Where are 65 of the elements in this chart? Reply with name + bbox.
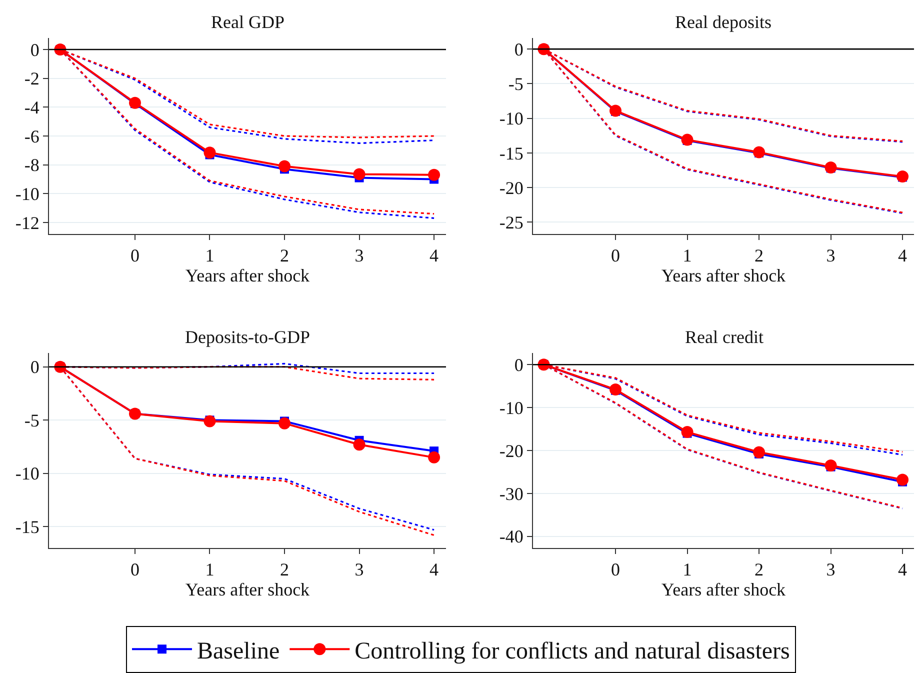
x-tick-label: 2 [754,246,764,266]
x-tick-label: 2 [280,246,290,266]
chart-title: Deposits-to-GDP [185,327,310,347]
y-tick-label: -40 [499,526,524,547]
x-tick-label: 1 [682,246,692,266]
legend-label: Baseline [197,638,280,664]
y-tick-label: -20 [499,178,524,198]
y-tick-label: -10 [15,464,40,484]
y-tick-label: -15 [499,143,524,164]
x-tick-label: 1 [205,560,214,580]
point [824,460,837,472]
point [353,168,366,180]
point [278,160,291,172]
chart-title: Real credit [685,327,764,347]
x-tick-label: 3 [354,246,364,266]
y-tick-label: 0 [30,40,40,60]
y-tick-label: -10 [15,184,40,204]
x-tick-label: 4 [898,246,908,266]
x-tick-label: 2 [280,560,290,580]
y-tick-label: -30 [499,484,524,504]
x-axis-title: Years after shock [185,266,310,286]
x-axis-title: Years after shock [661,266,786,286]
x-tick-label: 2 [754,560,764,580]
point [681,426,694,438]
y-tick-label: -20 [499,440,524,461]
y-tick-label: -5 [24,410,40,430]
y-tick-label: -10 [499,398,524,418]
y-tick-label: -5 [508,74,524,94]
y-tick-label: 0 [30,357,40,378]
point [681,134,694,146]
point [428,451,440,464]
x-tick-label: 0 [130,560,140,580]
legend-label: Controlling for conflicts and natural disasters [354,638,790,664]
x-tick-label: 0 [611,560,620,580]
x-tick-label: 0 [130,246,140,266]
x-tick-label: 3 [826,246,836,266]
x-tick-label: 0 [611,246,620,266]
y-tick-label: -8 [24,155,40,176]
y-tick-label: 0 [514,39,524,60]
y-tick-label: -10 [499,108,524,129]
y-tick-label: -2 [24,68,40,89]
x-tick-label: 3 [354,560,364,580]
point [128,96,141,109]
y-tick-label: -15 [15,516,40,537]
point [204,415,216,428]
chart-title: Real deposits [675,12,772,32]
x-axis-title: Years after shock [185,580,310,600]
x-tick-label: 1 [205,246,214,266]
x-tick-label: 3 [826,560,836,580]
x-tick-label: 4 [898,560,908,580]
x-tick-label: 4 [430,560,439,580]
point [278,417,291,430]
x-axis-title: Years after shock [661,580,786,600]
y-tick-label: -12 [15,212,40,233]
y-tick-label: -4 [24,97,40,118]
chart-title: Real GDP [211,12,284,32]
y-tick-label: -25 [499,212,524,233]
y-tick-label: 0 [514,354,524,375]
y-tick-label: -6 [24,126,40,146]
point [428,168,440,181]
point [353,438,366,451]
point [204,146,216,159]
x-tick-label: 1 [682,560,692,580]
point [896,474,909,486]
x-tick-label: 4 [430,246,439,266]
